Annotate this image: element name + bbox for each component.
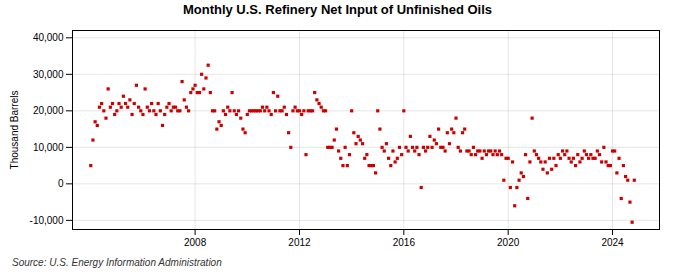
svg-text:-10,000: -10,000 [30,215,64,226]
svg-text:Thousand Barrels: Thousand Barrels [9,91,20,170]
svg-text:10,000: 10,000 [33,142,64,153]
svg-text:2024: 2024 [601,237,624,248]
html-text:Monthly U.S. Refinery Net Inpu: Monthly U.S. Refinery Net Input of Unfin… [182,2,493,17]
svg-text:2012: 2012 [288,237,311,248]
svg-text:0: 0 [58,178,64,189]
svg-text:30,000: 30,000 [33,69,64,80]
svg-text:40,000: 40,000 [33,32,64,43]
svg-text:2016: 2016 [393,237,416,248]
html-text:Source: U.S. Energy Informatio: Source: U.S. Energy Information Administ… [12,257,222,268]
svg-text:2020: 2020 [497,237,520,248]
svg-text:20,000: 20,000 [33,105,64,116]
svg-text:2008: 2008 [184,237,207,248]
